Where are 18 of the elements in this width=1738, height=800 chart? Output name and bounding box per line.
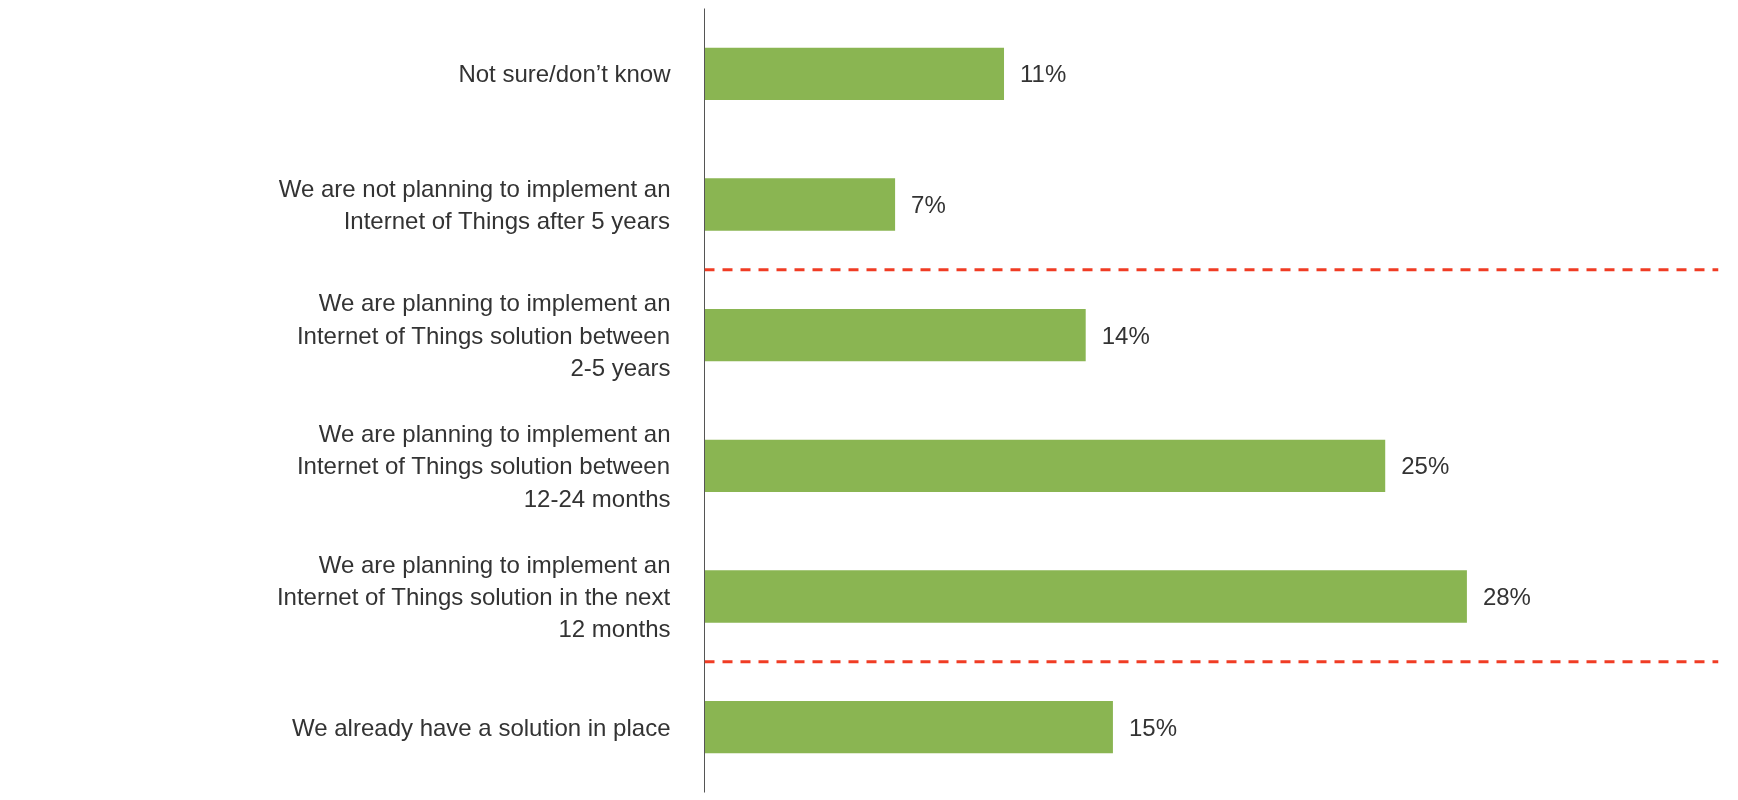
data-label: 25% (1401, 452, 1450, 480)
y-tick-label: We are planning to implement an Internet of Things solution between 12-24 months (296, 419, 671, 512)
data-label: 28% (1482, 583, 1531, 610)
bar (704, 178, 896, 231)
data-label: 7% (911, 191, 946, 218)
data-label: 14% (1101, 321, 1150, 349)
bar (704, 439, 1386, 492)
y-tick-label: We are not planning to implement an Internet of Things after 5 years (278, 174, 671, 235)
y-tick-label: We are planning to implement an Internet of Things solution between 2-5 years (296, 289, 671, 382)
bar (704, 701, 1113, 754)
y-tick-label: We already have a solution in place (292, 713, 671, 741)
bar (704, 47, 1005, 100)
data-label: 15% (1128, 713, 1177, 741)
bar (704, 570, 1467, 623)
y-tick-label: Not sure/don’t know (458, 60, 672, 88)
y-tick-label: We are planning to implement an Internet of Things solution in the next 12 months (276, 550, 671, 643)
bar (704, 309, 1086, 362)
data-label: 11% (1020, 60, 1067, 88)
